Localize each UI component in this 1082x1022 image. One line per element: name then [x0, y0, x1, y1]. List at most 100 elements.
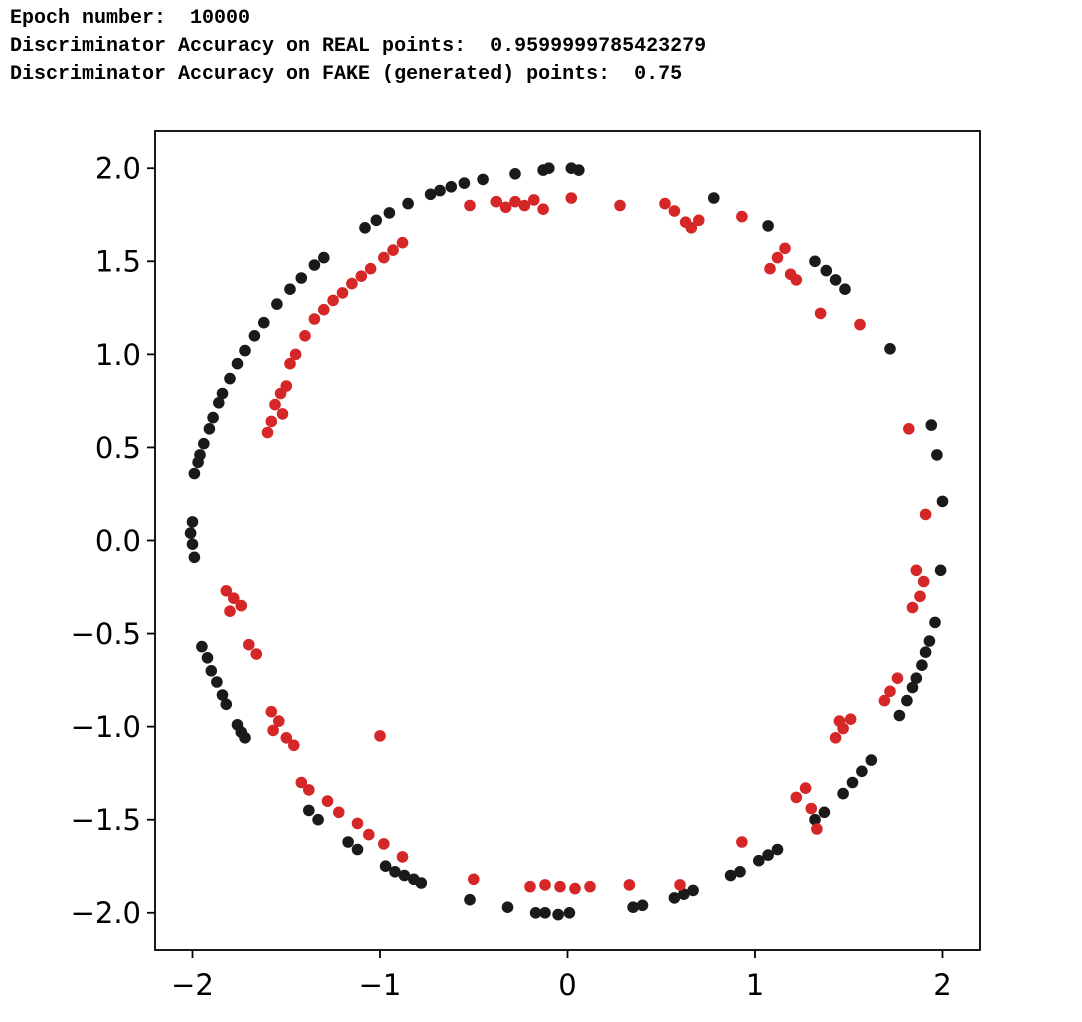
data-point-generated [267, 724, 279, 737]
data-point-real [552, 908, 564, 921]
data-point-generated [685, 222, 698, 234]
y-tick-label: 1.5 [95, 245, 141, 279]
data-point-real [248, 330, 261, 342]
data-point-generated [355, 270, 368, 283]
data-point-real [445, 181, 458, 193]
data-point-generated [779, 242, 791, 255]
data-point-real [458, 177, 471, 189]
data-point-real [196, 640, 208, 653]
data-point-real [295, 272, 308, 284]
data-point-generated [396, 851, 409, 863]
data-point-generated [273, 715, 285, 727]
data-point-generated [528, 194, 540, 206]
data-point-real [201, 652, 214, 664]
data-point-real [402, 197, 414, 210]
data-point-real [271, 298, 283, 310]
data-point-generated [224, 605, 236, 617]
data-point-generated [265, 705, 278, 718]
data-point-real [383, 207, 396, 219]
x-tick-label: −2 [171, 968, 214, 1002]
data-point-real [464, 893, 476, 906]
data-point-real [477, 173, 489, 186]
data-point-real [188, 551, 201, 564]
data-point-real [936, 495, 949, 508]
data-point-generated [854, 318, 866, 331]
data-point-generated [569, 882, 581, 895]
data-point-generated [288, 739, 300, 752]
data-point-real [509, 168, 521, 180]
data-point-real [923, 635, 936, 647]
data-point-generated [736, 210, 748, 223]
data-point-real [762, 849, 774, 861]
data-point-generated [771, 251, 784, 264]
data-point-real [910, 672, 923, 684]
data-point-generated [321, 795, 334, 807]
y-tick-label: 0.0 [95, 524, 141, 558]
data-point-real [379, 860, 392, 872]
data-point-real [563, 907, 576, 919]
data-point-generated [790, 791, 803, 804]
data-point-real [724, 869, 737, 882]
data-point-real [734, 866, 746, 878]
data-point-real [839, 283, 851, 296]
data-point-generated [884, 685, 896, 698]
data-point-generated [833, 715, 846, 727]
data-point-generated [396, 236, 409, 249]
data-point-real [829, 274, 842, 286]
data-point-real [846, 776, 859, 789]
data-point-generated [464, 199, 476, 212]
x-tick-label: 2 [933, 968, 951, 1002]
data-point-generated [378, 251, 390, 264]
data-point-real [809, 813, 821, 826]
y-tick-label: −0.5 [71, 617, 141, 651]
data-point-real [919, 646, 932, 658]
data-point-real [284, 283, 296, 296]
data-point-generated [295, 776, 308, 789]
y-tick-label: −1.5 [71, 803, 141, 837]
data-point-generated [509, 195, 521, 208]
data-point-real [224, 372, 236, 385]
data-point-generated [276, 408, 289, 420]
y-tick-label: −1.0 [71, 710, 141, 744]
data-point-generated [228, 592, 240, 604]
data-point-generated [829, 732, 842, 744]
data-point-real [818, 806, 831, 819]
data-point-real [771, 843, 784, 856]
data-point-generated [674, 879, 686, 891]
y-tick-label: −2.0 [71, 896, 141, 930]
data-point-generated [844, 713, 857, 725]
data-point-real [901, 694, 913, 707]
data-point-real [539, 907, 551, 919]
data-point-generated [235, 599, 248, 612]
y-tick-label: 1.0 [95, 338, 141, 372]
data-point-generated [878, 694, 891, 707]
data-point-real [865, 754, 878, 766]
data-point-real [925, 419, 938, 431]
data-point-real [342, 836, 354, 848]
data-point-real [312, 813, 324, 826]
data-point-real [424, 188, 437, 201]
data-point-generated [539, 879, 551, 891]
data-point-real [687, 884, 699, 897]
data-point-real [931, 449, 943, 461]
data-point-generated [336, 287, 349, 299]
data-point-real [389, 866, 401, 878]
data-point-real [820, 264, 833, 277]
data-point-real [906, 681, 919, 694]
data-point-real [308, 259, 321, 271]
data-point-generated [903, 423, 915, 435]
data-point-generated [364, 262, 377, 275]
data-point-real [678, 888, 690, 900]
data-point-generated [910, 564, 923, 577]
data-point-real [636, 899, 649, 912]
data-point-real [207, 411, 219, 424]
data-point-real [216, 689, 229, 701]
data-point-generated [919, 508, 932, 521]
data-point-generated [906, 601, 919, 614]
data-point-real [351, 843, 364, 856]
data-point-generated [814, 307, 827, 320]
data-point-generated [614, 199, 626, 212]
data-point-generated [805, 802, 818, 815]
x-tick-label: 1 [746, 968, 764, 1002]
data-point-real [186, 516, 199, 528]
